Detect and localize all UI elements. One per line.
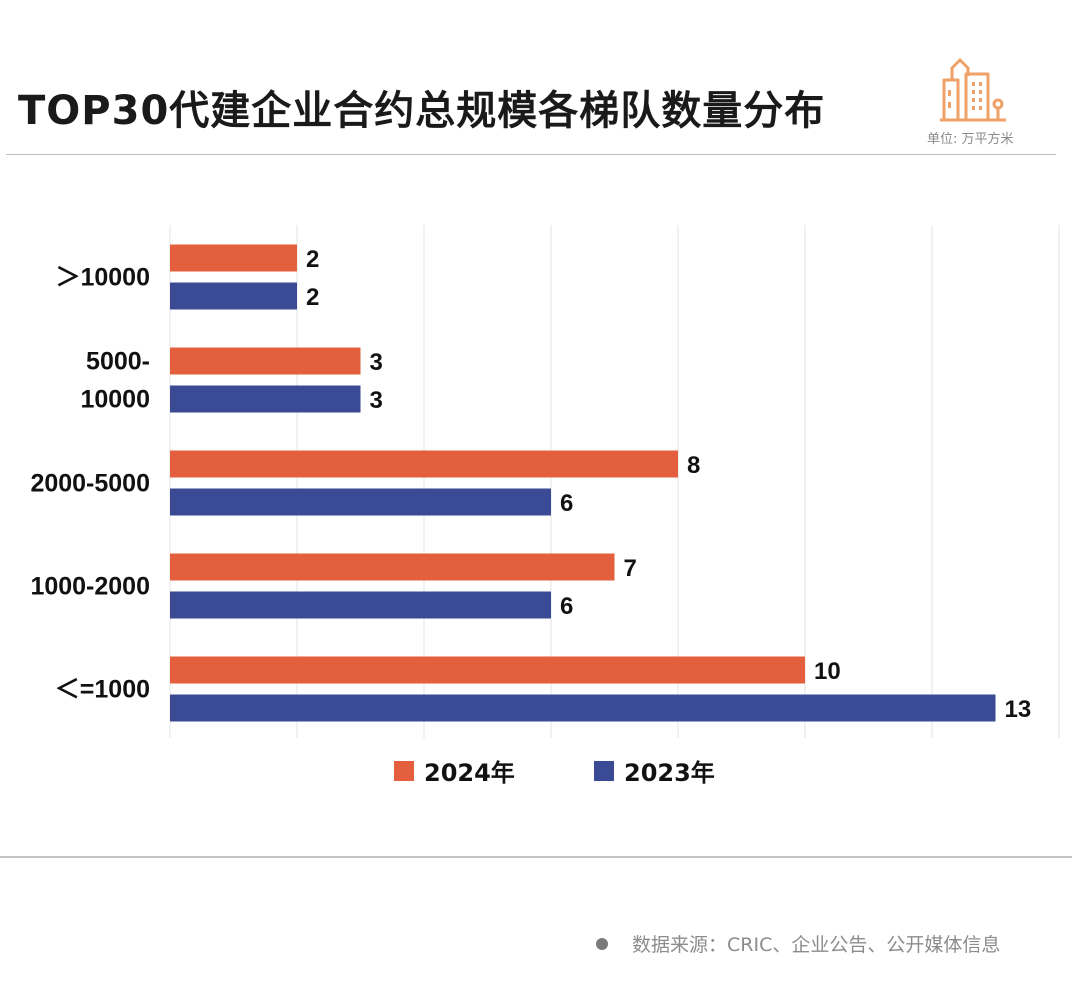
value-label: 2 (306, 284, 319, 311)
unit-label: 单位: 万平方米 (927, 132, 1014, 147)
category-label: 2000-5000 (30, 470, 150, 498)
legend: 2024年 2023年 (394, 759, 715, 787)
value-label: 3 (370, 387, 383, 414)
value-label: 7 (624, 555, 637, 582)
value-label: 6 (560, 593, 573, 620)
bar-2024年->10000 (170, 244, 297, 272)
page-title: TOP30代建企业合约总规模各梯队数量分布 (18, 88, 826, 134)
bar-2024年-1000-2000 (170, 553, 615, 581)
value-label: 13 (1005, 696, 1032, 723)
bar-2023年-2000-5000 (170, 488, 551, 516)
category-label: 1000-2000 (30, 573, 150, 601)
bars (170, 244, 996, 722)
value-label: 10 (814, 658, 841, 685)
value-labels: 2 2 3 3 8 6 7 6 10 13 (306, 246, 1031, 723)
gridlines (169, 225, 1060, 738)
bar-2023年-<=1000 (170, 694, 996, 722)
category-labels: ＞10000 5000- 10000 2000-5000 1000-2000 ＜=1000 (30, 264, 150, 704)
value-label: 6 (560, 490, 573, 517)
bar-2024年-<=1000 (170, 656, 805, 684)
city-buildings-icon (940, 58, 1006, 122)
value-label: 3 (370, 349, 383, 376)
data-source-text: 数据来源：CRIC、企业公告、公开媒体信息 (632, 934, 1001, 956)
category-label: ＞10000 (55, 264, 150, 292)
bar-2023年-1000-2000 (170, 591, 551, 619)
legend-swatch (394, 761, 414, 781)
bullet-icon (596, 937, 608, 950)
legend-label: 2023年 (624, 759, 715, 787)
category-label: 10000 (80, 386, 150, 414)
bar-chart: ＞10000 5000- 10000 2000-5000 1000-2000 ＜=1000… (30, 225, 1060, 787)
bar-2024年-5000-10000 (170, 347, 361, 375)
value-label: 2 (306, 246, 319, 273)
category-label: ＜=1000 (55, 676, 150, 704)
footer-divider (0, 856, 1072, 858)
bar-2023年-5000-10000 (170, 385, 361, 413)
header-divider (6, 154, 1056, 155)
data-source: 数据来源：CRIC、企业公告、公开媒体信息 (596, 930, 1000, 957)
bar-2024年-2000-5000 (170, 450, 678, 478)
bar-2023年->10000 (170, 282, 297, 310)
category-label: 5000- (86, 348, 150, 376)
value-label: 8 (687, 452, 700, 479)
legend-label: 2024年 (424, 759, 515, 787)
legend-swatch (594, 761, 614, 781)
